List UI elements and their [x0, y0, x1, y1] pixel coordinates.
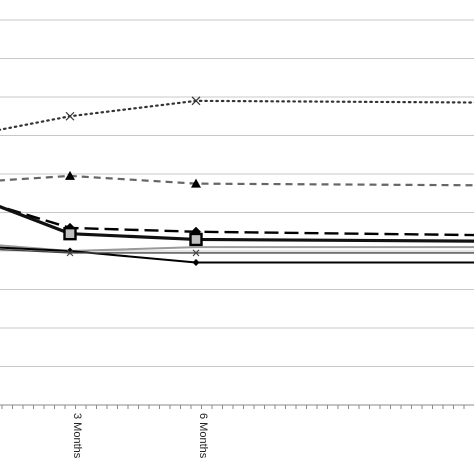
- x-axis: [0, 404, 474, 409]
- gridlines: [0, 19, 474, 406]
- series-point: [191, 178, 201, 188]
- x-tick-labels: 3 Months 6 Months: [71, 413, 209, 459]
- series-point: [63, 226, 77, 241]
- x-tick-label: 3 Months: [71, 413, 83, 459]
- series-point: [189, 232, 203, 247]
- series-line-6: [0, 246, 474, 264]
- series-line-7: [0, 248, 474, 254]
- series-point: [66, 249, 74, 257]
- series-line-5: [0, 244, 474, 253]
- series-point: [65, 111, 75, 121]
- series-point: [192, 259, 200, 267]
- series-point: [191, 96, 201, 106]
- series-point: [192, 249, 200, 257]
- series-group: [0, 96, 474, 267]
- series-line-4: [0, 205, 474, 243]
- series-line-1: [0, 99, 474, 131]
- series-line-2: [0, 174, 474, 187]
- series-point: [65, 170, 75, 180]
- x-tick-label: 6 Months: [197, 413, 209, 459]
